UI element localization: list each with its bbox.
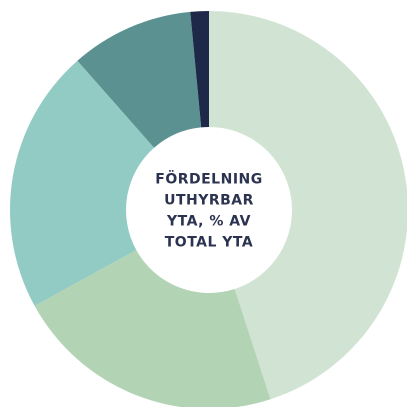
center-title: TOTAL YTA — [165, 235, 253, 251]
center-title: FÖRDELNING — [155, 170, 262, 188]
donut-slice — [190, 11, 209, 128]
donut-slice — [9, 60, 155, 306]
donut-slice — [34, 249, 271, 407]
center-title: UTHYRBAR — [164, 193, 254, 209]
center-title: YTA, % AV — [166, 214, 251, 230]
donut-slice — [209, 11, 407, 400]
donut-slice — [77, 11, 202, 148]
